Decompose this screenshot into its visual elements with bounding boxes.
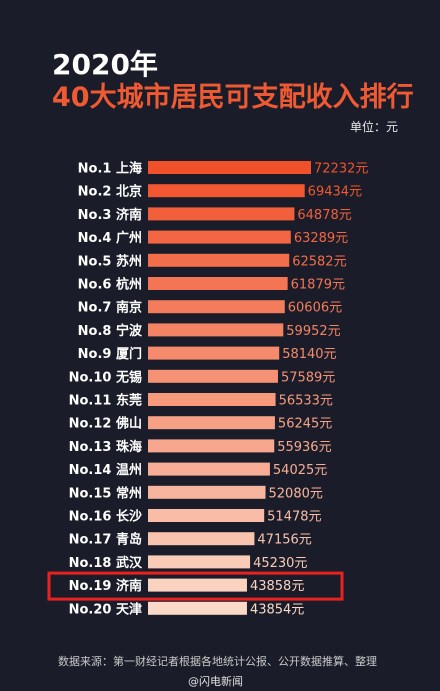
bar: [148, 416, 275, 430]
value-label: 60606元: [288, 301, 342, 316]
bar: [148, 277, 288, 290]
value-label: 61879元: [291, 278, 345, 293]
category-label: No.14 温州: [69, 463, 142, 478]
value-label: 59952元: [286, 324, 340, 339]
category-label: No.18 武汉: [69, 555, 143, 571]
year-heading: 2020年: [52, 48, 158, 81]
value-label: 57589元: [281, 370, 335, 385]
category-label: No.4 广州: [78, 230, 142, 246]
bar: [148, 323, 284, 337]
value-label: 52080元: [269, 486, 323, 501]
bar: [148, 346, 280, 360]
bars-group: No.1 上海 72232元 No.2 北京 69434元 No.3 济南 64878元 N…: [69, 161, 369, 618]
value-label: 63289元: [294, 231, 348, 246]
category-label: No.17 青岛: [69, 532, 142, 548]
category-label: No.5 苏州: [78, 253, 142, 269]
bar: [148, 555, 251, 569]
value-label: 54025元: [273, 463, 327, 478]
bar: [148, 485, 266, 499]
watermark: @闪电新闻: [188, 674, 243, 688]
bar: [148, 230, 291, 244]
value-label: 64878元: [297, 208, 351, 223]
value-label: 62582元: [292, 254, 346, 269]
unit-label: 单位：元: [350, 119, 398, 134]
bar: [148, 532, 255, 546]
bar: [148, 300, 285, 314]
bar: [148, 253, 290, 267]
value-label: 43858元: [250, 579, 304, 594]
value-label: 56533元: [279, 394, 333, 409]
category-label: No.9 厦门: [78, 346, 142, 362]
bar: [148, 369, 278, 383]
category-label: No.3 济南: [78, 207, 142, 223]
bar: [148, 601, 247, 615]
bar: [148, 578, 247, 592]
bar: [148, 393, 276, 406]
category-label: No.11 东莞: [69, 393, 142, 409]
category-label: No.13 珠海: [69, 439, 142, 455]
category-label: No.2 北京: [78, 184, 142, 200]
value-label: 55936元: [277, 440, 331, 455]
bar: [148, 207, 295, 221]
bar: [148, 184, 305, 198]
category-label: No.19 济南: [69, 578, 142, 594]
value-label: 45230元: [253, 556, 307, 571]
value-label: 72232元: [314, 162, 368, 177]
value-label: 51478元: [267, 510, 321, 525]
highlight-box: [47, 571, 344, 601]
category-label: No.7 南京: [78, 300, 142, 316]
bar: [148, 161, 311, 174]
value-label: 69434元: [308, 185, 362, 200]
category-label: No.6 杭州: [78, 277, 142, 293]
value-label: 56245元: [278, 417, 332, 432]
category-label: No.12 佛山: [69, 416, 142, 432]
category-label: No.1 上海: [78, 161, 142, 177]
category-label: No.20 天津: [69, 601, 142, 617]
value-label: 58140元: [282, 347, 336, 362]
category-label: No.8 宁波: [78, 323, 143, 339]
category-label: No.16 长沙: [69, 509, 142, 525]
source-note: 数据来源：第一财经记者根据各地统计公报、公开数据推算、整理: [58, 654, 377, 668]
bar: [148, 509, 265, 522]
bar: [148, 462, 270, 476]
category-label: No.15 常州: [69, 485, 142, 501]
value-label: 47156元: [257, 533, 311, 548]
bar: [148, 439, 275, 453]
category-label: No.10 无锡: [69, 369, 142, 385]
chart-title: 40大城市居民可支配收入排行: [52, 81, 414, 113]
value-label: 43854元: [250, 602, 304, 617]
